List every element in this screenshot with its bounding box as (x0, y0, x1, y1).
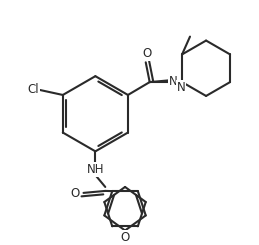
Text: O: O (142, 47, 151, 60)
Text: NH: NH (87, 163, 104, 176)
Text: O: O (120, 231, 130, 244)
Text: O: O (70, 187, 79, 200)
Text: N: N (169, 75, 178, 88)
Text: Cl: Cl (27, 83, 39, 96)
Text: N: N (177, 81, 185, 94)
